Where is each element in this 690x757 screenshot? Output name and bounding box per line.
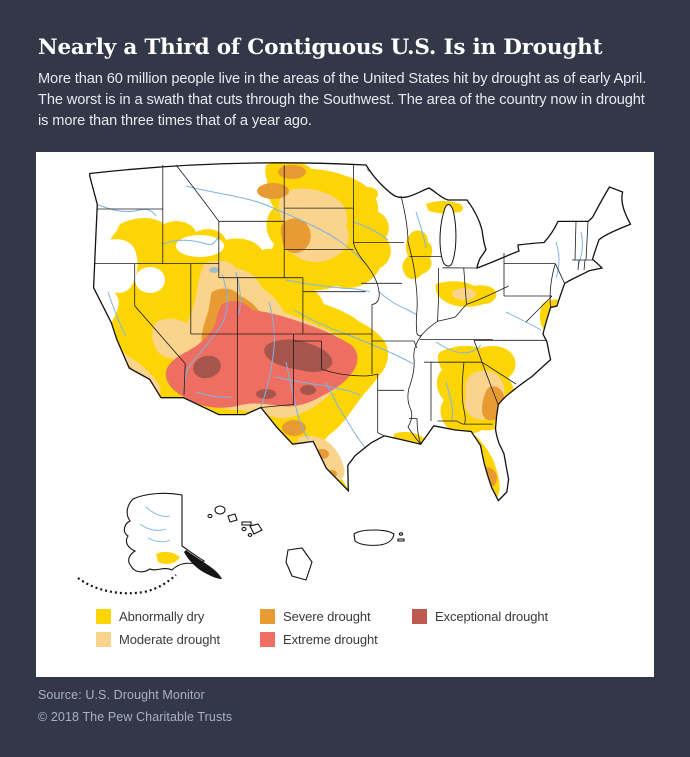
conus-outline bbox=[89, 162, 632, 502]
legend-item-severe-drought: Severe drought bbox=[260, 608, 412, 624]
description: More than 60 million people live in the … bbox=[38, 70, 647, 129]
puerto-rico-inset bbox=[353, 529, 405, 546]
legend: Abnormally dry Moderate drought Severe d… bbox=[96, 608, 548, 647]
map-panel: Abnormally dry Moderate drought Severe d… bbox=[36, 152, 654, 677]
lake-michigan bbox=[439, 204, 457, 267]
legend-item-abnormally-dry: Abnormally dry bbox=[96, 608, 260, 624]
rivers bbox=[97, 185, 583, 450]
legend-label: Exceptional drought bbox=[435, 608, 549, 624]
state-borders bbox=[94, 164, 593, 445]
legend-item-exceptional-drought: Exceptional drought bbox=[412, 608, 548, 624]
legend-swatch-abnormally-dry bbox=[96, 608, 111, 624]
hawaii-inset bbox=[207, 505, 313, 581]
legend-label: Abnormally dry bbox=[119, 608, 205, 624]
us-drought-map bbox=[77, 162, 632, 595]
copyright-note: © 2018 The Pew Charitable Trusts bbox=[38, 710, 233, 724]
legend-item-extreme-drought: Extreme drought bbox=[260, 631, 412, 647]
legend-swatch-severe-drought bbox=[260, 608, 275, 624]
page-title: Nearly a Third of Contiguous U.S. Is in … bbox=[38, 35, 603, 60]
legend-swatch-moderate-drought bbox=[96, 631, 111, 647]
legend-label: Extreme drought bbox=[283, 631, 378, 647]
legend-swatch-exceptional-drought bbox=[412, 608, 427, 624]
header: Nearly a Third of Contiguous U.S. Is in … bbox=[0, 0, 690, 132]
source-note: Source: U.S. Drought Monitor bbox=[38, 688, 205, 702]
legend-label: Moderate drought bbox=[119, 631, 221, 647]
alaska-inset bbox=[77, 492, 222, 595]
legend-swatch-extreme-drought bbox=[260, 631, 275, 647]
legend-label: Severe drought bbox=[283, 608, 371, 624]
footer: Source: U.S. Drought Monitor © 2018 The … bbox=[38, 688, 232, 724]
legend-item-moderate-drought: Moderate drought bbox=[96, 631, 260, 647]
